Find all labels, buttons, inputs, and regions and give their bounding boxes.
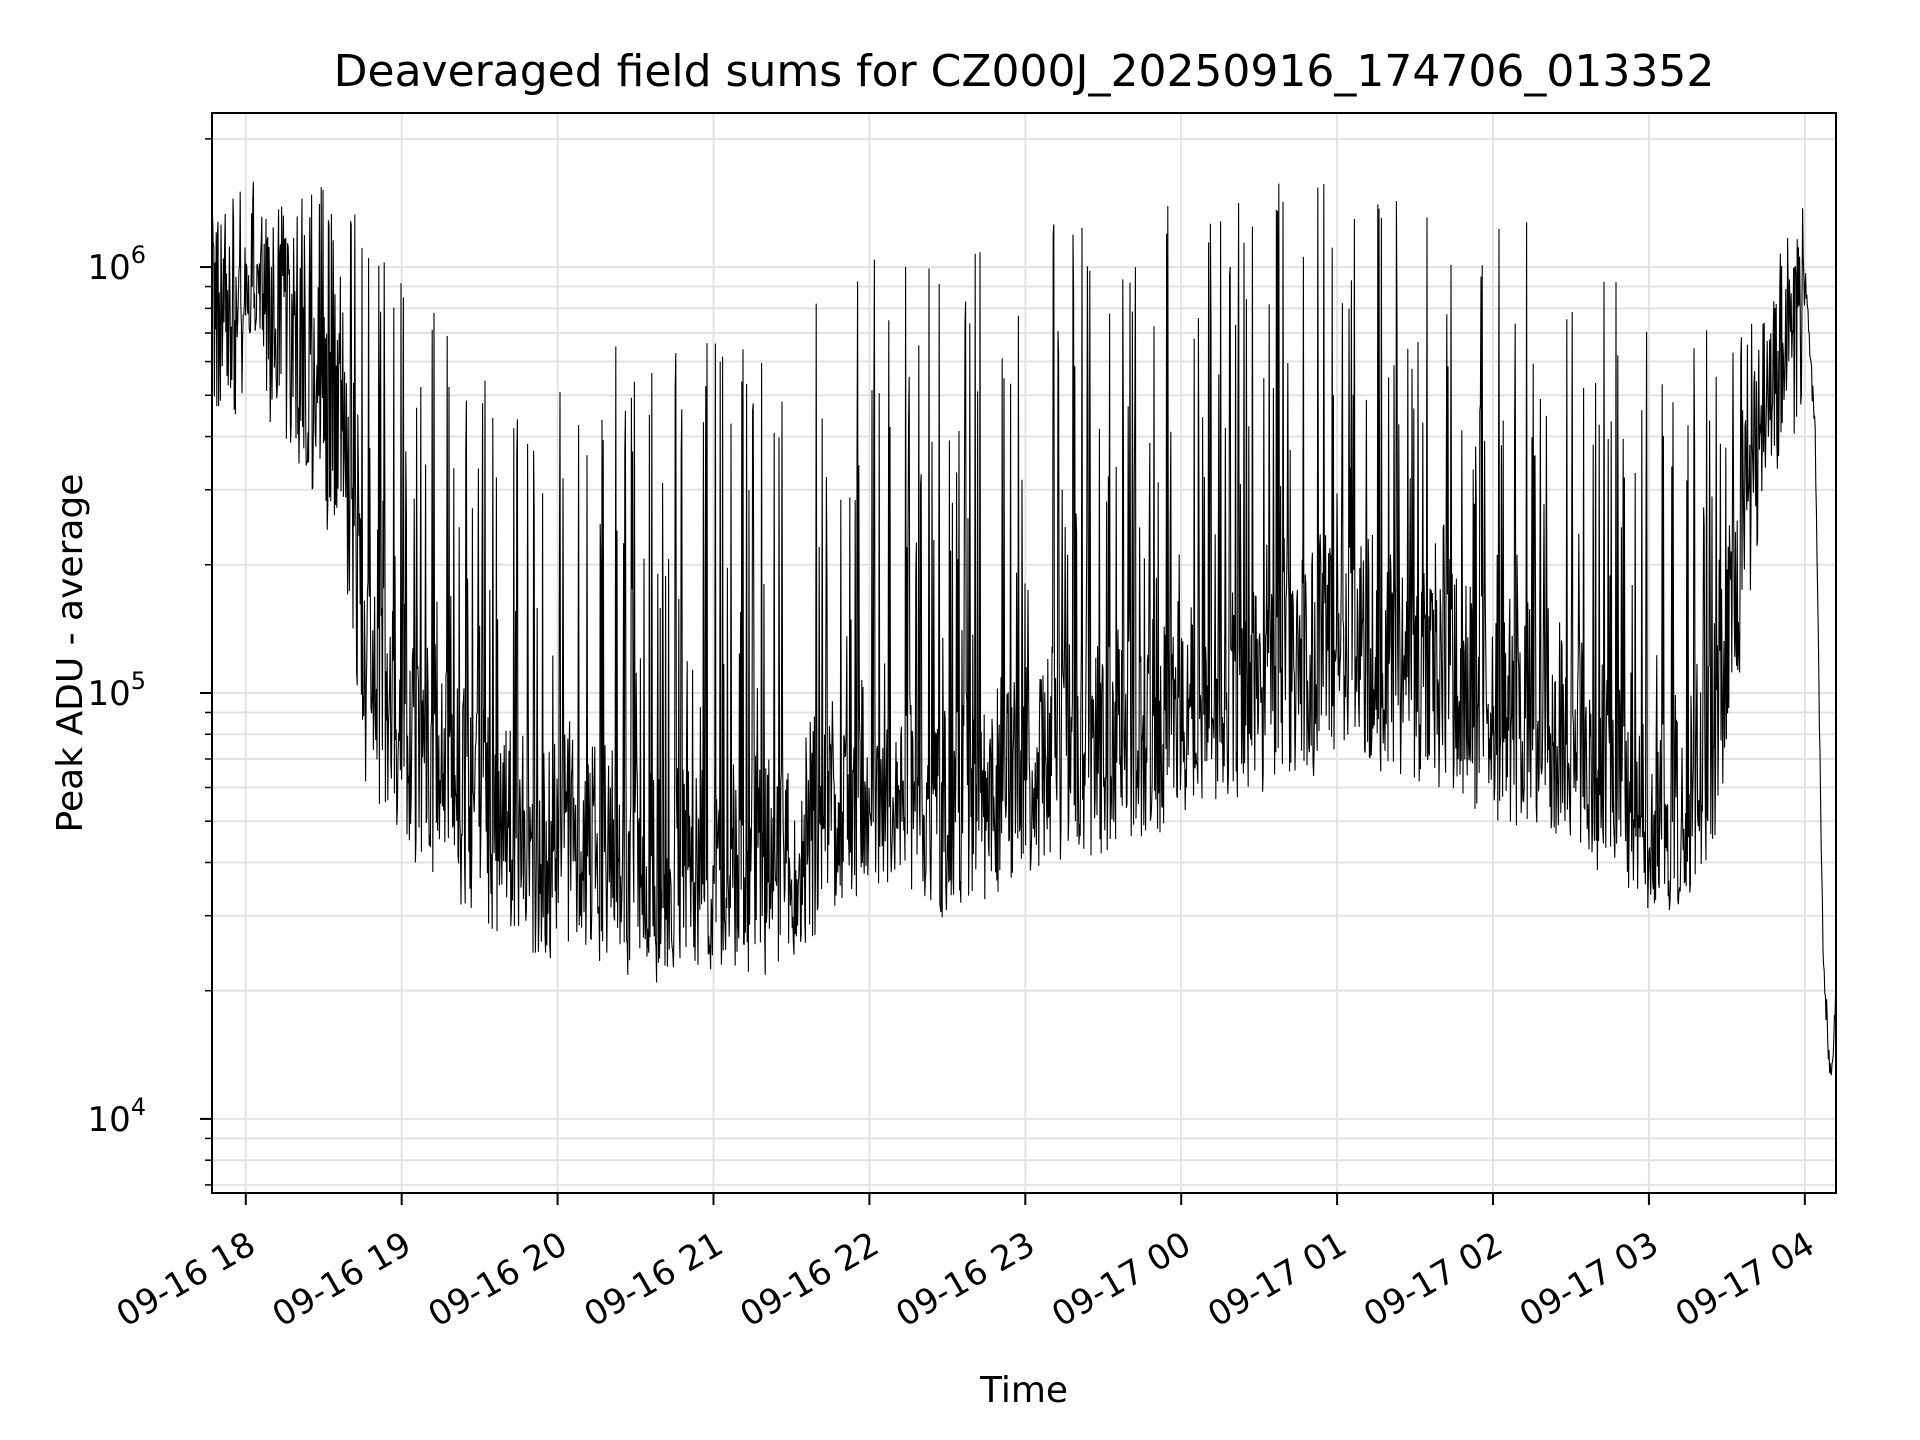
x-axis-ticks: 09-16 18 09-16 19 09-16 20 09-16 21 09-16 22… bbox=[110, 1193, 1821, 1335]
y-tick-label: 104 bbox=[87, 1093, 146, 1140]
x-tick-label: 09-17 02 bbox=[1357, 1224, 1509, 1335]
y-tick-label: 105 bbox=[87, 667, 146, 714]
x-axis-label: Time bbox=[979, 1370, 1068, 1411]
chart-title: Deaveraged field sums for CZ000J_2025091… bbox=[334, 46, 1715, 97]
x-tick-label: 09-17 03 bbox=[1513, 1224, 1665, 1335]
x-tick-label: 09-17 04 bbox=[1669, 1224, 1821, 1335]
x-tick-label: 09-16 20 bbox=[422, 1224, 574, 1335]
y-tick-exponent: 6 bbox=[131, 241, 146, 269]
data-series bbox=[211, 181, 1837, 1076]
y-tick-exponent: 4 bbox=[131, 1093, 146, 1121]
x-tick-label: 09-16 23 bbox=[889, 1224, 1041, 1335]
x-tick-label: 09-16 21 bbox=[578, 1224, 730, 1335]
y-tick-base: 10 bbox=[87, 1100, 130, 1140]
y-tick-exponent: 5 bbox=[131, 667, 146, 695]
y-tick-base: 10 bbox=[87, 674, 130, 714]
x-tick-label: 09-17 00 bbox=[1045, 1224, 1197, 1335]
y-tick-base: 10 bbox=[87, 248, 130, 288]
x-tick-label: 09-17 01 bbox=[1201, 1224, 1353, 1335]
y-axis-label: Peak ADU - average bbox=[50, 474, 91, 833]
x-tick-label: 09-16 22 bbox=[734, 1224, 886, 1335]
x-tick-label: 09-16 19 bbox=[266, 1224, 418, 1335]
y-tick-label: 106 bbox=[87, 241, 146, 288]
plot-frame bbox=[211, 112, 1837, 1194]
x-tick-label: 09-16 18 bbox=[110, 1224, 262, 1335]
series-line bbox=[211, 181, 1837, 1076]
